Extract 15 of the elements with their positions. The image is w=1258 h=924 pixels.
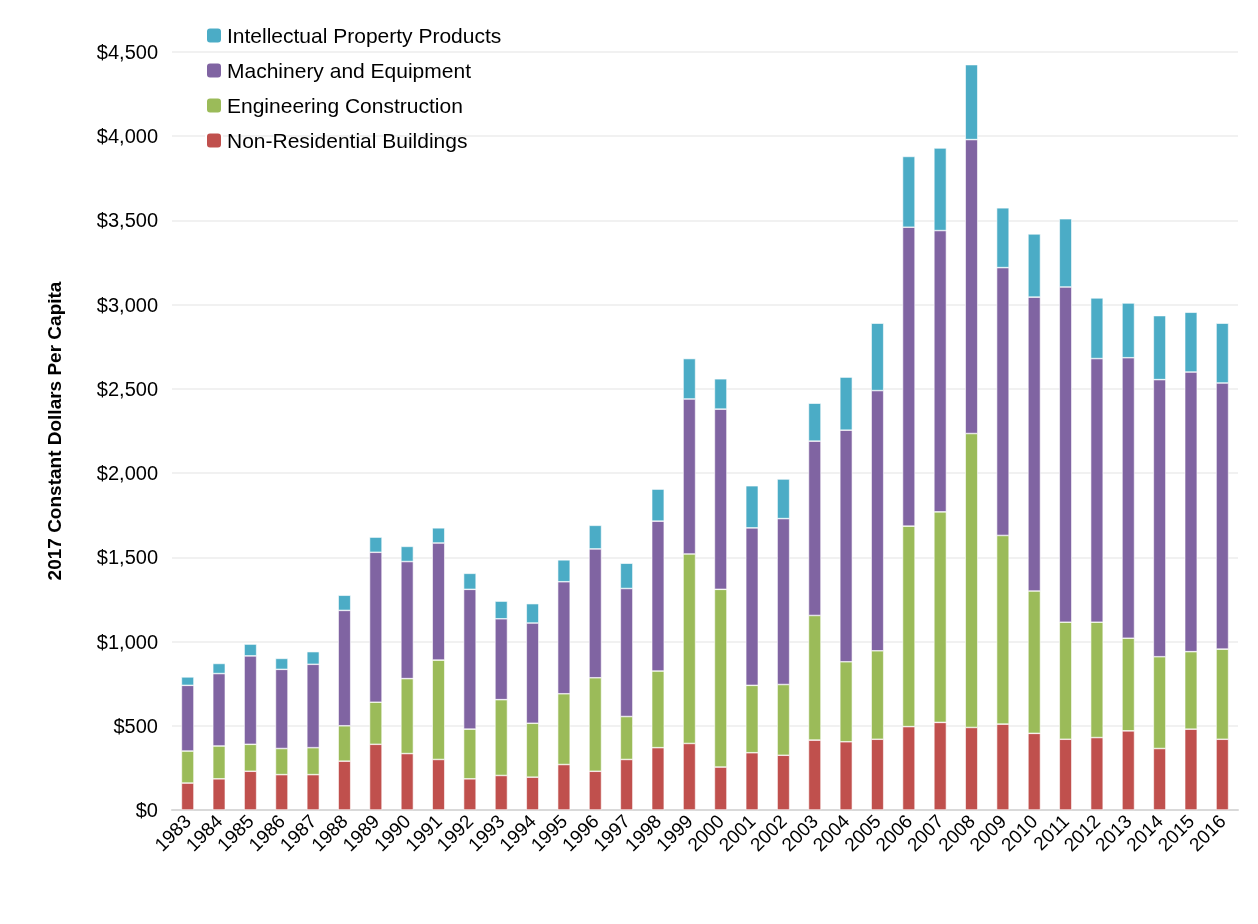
y-tick-label: $3,000 xyxy=(96,293,158,316)
y-tick-label: $1,000 xyxy=(96,630,158,653)
y-tick-label: $3,500 xyxy=(96,209,158,232)
y-tick-label: $500 xyxy=(113,714,158,737)
y-tick-label: $1,500 xyxy=(96,546,158,569)
legend-label: Engineering Construction xyxy=(227,94,463,117)
y-tick-label: $2,500 xyxy=(96,377,158,400)
y-tick-label: $4,500 xyxy=(96,41,158,63)
legend-label: Intellectual Property Products xyxy=(227,24,502,47)
y-tick-label: $0 xyxy=(135,799,158,821)
y-tick-label: $4,000 xyxy=(96,125,158,148)
y-tick-label: $2,000 xyxy=(96,462,158,485)
y-axis-title: 2017 Constant Dollars Per Capita xyxy=(44,281,65,581)
legend-label: Non-Residential Buildings xyxy=(227,129,468,152)
legend-label: Machinery and Equipment xyxy=(227,59,472,82)
